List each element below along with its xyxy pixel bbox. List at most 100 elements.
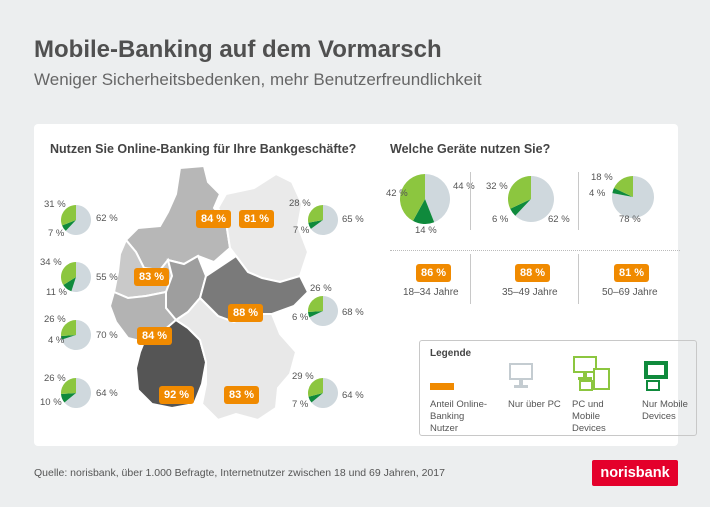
legend-label-online: Anteil Online-Banking Nutzer bbox=[430, 399, 488, 434]
pie-7-pc-label: 64 % bbox=[342, 390, 364, 401]
norisbank-logo: norisbank bbox=[592, 460, 678, 486]
pie-slice-mobile bbox=[61, 335, 76, 340]
pie-slice-pc-mobile bbox=[61, 320, 76, 336]
pie-7-mobile-label: 7 % bbox=[292, 399, 309, 410]
pie-3-mobile-label: 4 % bbox=[48, 335, 65, 346]
age-pie-3 bbox=[612, 176, 654, 218]
pie-slice-pc-mobile bbox=[61, 378, 76, 394]
page-subtitle: Weniger Sicherheitsbedenken, mehr Benutz… bbox=[34, 70, 482, 89]
pie-slice-pc-mobile bbox=[400, 174, 425, 221]
legend-title: Legende bbox=[430, 348, 472, 359]
pie-4-pc-label: 64 % bbox=[96, 388, 118, 399]
pie-slice-pc-mobile bbox=[308, 205, 323, 223]
age-1-pc-label: 44 % bbox=[453, 181, 475, 192]
map-question: Nutzen Sie Online-Banking für Ihre Bankg… bbox=[50, 142, 357, 156]
pie-slice-pc-mobile bbox=[61, 205, 76, 226]
pie-5-mobile-label: 7 % bbox=[293, 225, 310, 236]
pie-slice-pc bbox=[515, 176, 554, 222]
pie-slice-pc bbox=[311, 378, 338, 408]
pie-1-pc-label: 62 % bbox=[96, 213, 118, 224]
pie-2-mobile-label: 11 % bbox=[46, 287, 67, 298]
age-2-online-badge: 88 % bbox=[515, 264, 551, 282]
badge-west: 83 % bbox=[134, 268, 170, 286]
age-1-mobile-label: 14 % bbox=[415, 225, 437, 236]
pie-slice-pc bbox=[65, 205, 91, 235]
pie-slice-mobile bbox=[510, 199, 531, 216]
pie-slice-mobile bbox=[62, 220, 76, 231]
page-title: Mobile-Banking auf dem Vormarsch bbox=[34, 36, 442, 63]
pie-5-pc-label: 65 % bbox=[342, 214, 364, 225]
pie-slice-pc bbox=[71, 262, 91, 292]
age-pie-1 bbox=[400, 174, 450, 224]
pie-1-pc-mobile-label: 31 % bbox=[44, 199, 66, 210]
pie-slice-mobile bbox=[412, 199, 435, 224]
pie-slice-mobile bbox=[308, 220, 323, 229]
region-bavaria bbox=[174, 296, 298, 422]
divider bbox=[470, 254, 471, 304]
age-3-label: 50–69 Jahre bbox=[602, 287, 658, 298]
badge-northeast: 81 % bbox=[239, 210, 275, 228]
age-3-pc-label: 78 % bbox=[619, 214, 641, 225]
pie-slice-pc bbox=[309, 296, 338, 326]
pie-slice-mobile bbox=[308, 393, 323, 403]
mobile-icon bbox=[644, 361, 668, 391]
divider bbox=[470, 172, 471, 230]
pie-slice-mobile bbox=[612, 188, 633, 197]
badge-bw: 92 % bbox=[159, 386, 195, 404]
pie-slice-mobile bbox=[61, 393, 76, 403]
region-pie-7 bbox=[308, 378, 338, 408]
badge-east: 88 % bbox=[228, 304, 264, 322]
pie-slice-pc bbox=[425, 174, 450, 223]
pie-slice-pc-mobile bbox=[308, 378, 323, 397]
legend-label-pc: Nur über PC bbox=[508, 399, 561, 410]
pie-slice-pc bbox=[310, 205, 338, 235]
badge-bavaria: 83 % bbox=[224, 386, 260, 404]
region-pie-3 bbox=[61, 320, 91, 350]
devices-icon bbox=[573, 356, 610, 391]
badge-north: 84 % bbox=[196, 210, 232, 228]
region-pie-6 bbox=[308, 296, 338, 326]
pie-slice-pc bbox=[61, 320, 91, 350]
pie-6-mobile-label: 6 % bbox=[292, 312, 309, 323]
pie-2-pc-label: 55 % bbox=[96, 272, 118, 283]
devices-question: Welche Geräte nutzen Sie? bbox=[390, 142, 551, 156]
pc-icon bbox=[509, 363, 533, 388]
pie-6-pc-mobile-label: 26 % bbox=[310, 283, 332, 294]
legend-orange-swatch bbox=[430, 383, 454, 390]
pie-6-pc-label: 68 % bbox=[342, 307, 364, 318]
legend: Legende Anteil Online-Banking Nutzer Nur… bbox=[419, 340, 697, 436]
pie-slice-mobile bbox=[308, 311, 323, 318]
pie-5-pc-mobile-label: 28 % bbox=[289, 198, 311, 209]
age-3-mobile-label: 4 % bbox=[589, 188, 606, 199]
age-1-online-badge: 86 % bbox=[416, 264, 452, 282]
region-pie-4 bbox=[61, 378, 91, 408]
divider bbox=[578, 254, 579, 304]
age-2-mobile-label: 6 % bbox=[492, 214, 509, 225]
pie-slice-mobile bbox=[63, 277, 76, 292]
pie-3-pc-mobile-label: 26 % bbox=[44, 314, 66, 325]
age-2-pc-mobile-label: 32 % bbox=[486, 181, 508, 192]
content-card: Nutzen Sie Online-Banking für Ihre Bankg… bbox=[34, 124, 697, 446]
pie-2-pc-mobile-label: 34 % bbox=[40, 257, 62, 268]
age-1-label: 18–34 Jahre bbox=[403, 287, 459, 298]
pie-4-pc-mobile-label: 26 % bbox=[44, 373, 66, 384]
legend-label-pc-mobile: PC und Mobile Devices bbox=[572, 399, 606, 434]
pie-slice-pc bbox=[64, 378, 91, 408]
pie-slice-pc-mobile bbox=[613, 176, 633, 197]
divider bbox=[578, 172, 579, 230]
age-3-pc-mobile-label: 18 % bbox=[591, 172, 613, 183]
badge-southwest: 84 % bbox=[137, 327, 173, 345]
region-pie-1 bbox=[61, 205, 91, 235]
pie-4-mobile-label: 10 % bbox=[40, 397, 62, 408]
pie-7-pc-mobile-label: 29 % bbox=[292, 371, 314, 382]
pie-slice-pc-mobile bbox=[308, 296, 323, 312]
age-2-label: 35–49 Jahre bbox=[502, 287, 558, 298]
pie-slice-pc-mobile bbox=[508, 176, 531, 209]
age-3-online-badge: 81 % bbox=[614, 264, 650, 282]
source-note: Quelle: norisbank, über 1.000 Befragte, … bbox=[34, 467, 445, 479]
age-2-pc-label: 62 % bbox=[548, 214, 570, 225]
region-pie-5 bbox=[308, 205, 338, 235]
legend-label-mobile: Nur Mobile Devices bbox=[642, 399, 688, 422]
region-pie-2 bbox=[61, 262, 91, 292]
pie-slice-pc-mobile bbox=[61, 262, 76, 286]
